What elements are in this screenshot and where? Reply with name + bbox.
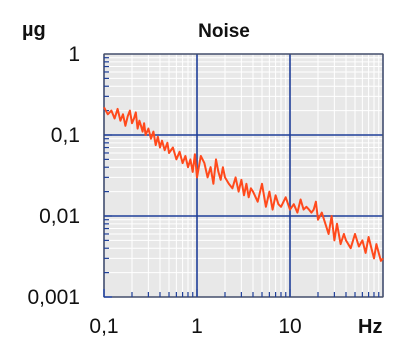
- chart-title: Noise: [198, 21, 250, 42]
- x-tick-label: 1: [191, 315, 203, 338]
- x-axis-unit: Hz: [358, 316, 382, 338]
- x-tick-label: 0,1: [89, 315, 118, 338]
- y-tick-label: 0,01: [39, 205, 80, 228]
- plot-area: 0,1 1 10 1 0,1 0,01 0,001: [27, 43, 383, 338]
- plot-background: [104, 54, 383, 297]
- y-axis-unit: µg: [22, 19, 46, 41]
- y-tick-label: 0,1: [51, 124, 80, 147]
- y-tick-label: 1: [68, 43, 80, 66]
- y-tick-label: 0,001: [27, 286, 80, 309]
- x-tick-label: 10: [278, 315, 301, 338]
